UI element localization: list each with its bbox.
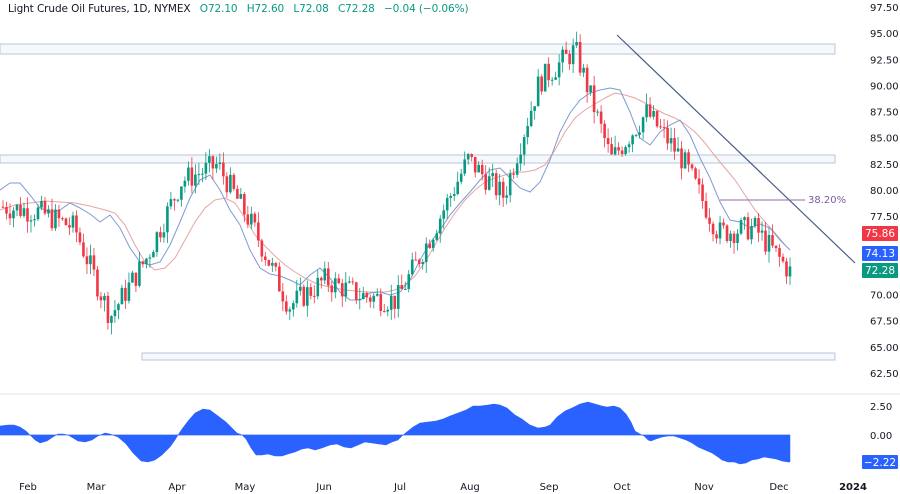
time-axis[interactable]: Feb Mar Apr May Jun Jul Aug Sep Oct Nov … (19, 482, 867, 493)
ohlc-open: O72.10 (199, 3, 238, 15)
price-tag-slow-ma: 75.86 (862, 226, 898, 241)
osc-value-tag: −2.22 (862, 455, 898, 469)
ohlc-high: H72.60 (246, 3, 285, 15)
price-axis-label: 90.00 (870, 81, 899, 92)
symbol-title: Light Crude Oil Futures, 1D, NYMEX (8, 3, 191, 15)
time-label-may: May (235, 482, 256, 493)
ohlc-low: L72.08 (293, 3, 329, 15)
descending-trendline[interactable] (616, 34, 856, 264)
time-label-feb: Feb (19, 482, 37, 493)
price-tag-last: 72.28 (862, 263, 898, 278)
time-label-sep: Sep (540, 482, 559, 493)
time-label-dec: Dec (769, 482, 788, 493)
price-axis-label: 92.50 (870, 55, 899, 66)
time-label-apr: Apr (168, 482, 186, 493)
osc-value: −2.22 (864, 457, 896, 469)
time-label-jul: Jul (393, 482, 406, 493)
price-axis-label: 62.50 (870, 369, 899, 380)
time-label-nov: Nov (694, 482, 714, 493)
osc-axis-label: 2.50 (870, 402, 892, 413)
price-axis-label: 77.50 (870, 212, 899, 223)
price-axis[interactable]: 97.50 95.00 92.50 90.00 87.50 85.00 82.50 80.00… (870, 3, 899, 380)
price-change: −0.04 (−0.06%) (383, 3, 469, 15)
ohlc-close: C72.28 (337, 3, 375, 15)
last-price-value: 72.28 (865, 265, 895, 277)
price-axis-label: 85.00 (870, 134, 899, 145)
price-axis-label: 65.00 (870, 343, 899, 354)
candlestick-series[interactable] (1, 31, 792, 335)
slow-ma-value: 75.86 (865, 228, 895, 240)
price-axis-label: 82.50 (870, 160, 899, 171)
time-label-jun: Jun (315, 482, 332, 493)
price-axis-label: 70.00 (870, 291, 899, 302)
price-axis-label: 80.00 (870, 186, 899, 197)
fib-382-label: 38.20% (808, 195, 846, 206)
price-axis-label: 87.50 (870, 108, 899, 119)
time-label-aug: Aug (460, 482, 480, 493)
time-label-2024: 2024 (839, 482, 867, 493)
time-label-oct: Oct (613, 482, 630, 493)
price-tag-fast-ma: 74.13 (862, 246, 898, 261)
price-axis-label: 95.00 (870, 29, 899, 40)
osc-axis-label: 0.00 (870, 431, 892, 442)
oscillator-area[interactable] (0, 401, 791, 465)
symbol-legend[interactable]: Light Crude Oil Futures, 1D, NYMEX O72.1… (8, 3, 469, 15)
time-label-mar: Mar (87, 482, 107, 493)
fast-ma-value: 74.13 (865, 248, 895, 260)
price-axis-label: 67.50 (870, 317, 899, 328)
support-resistance-zones[interactable] (0, 43, 836, 361)
price-axis-label: 97.50 (870, 3, 899, 14)
fast-ma-line[interactable] (0, 87, 791, 301)
